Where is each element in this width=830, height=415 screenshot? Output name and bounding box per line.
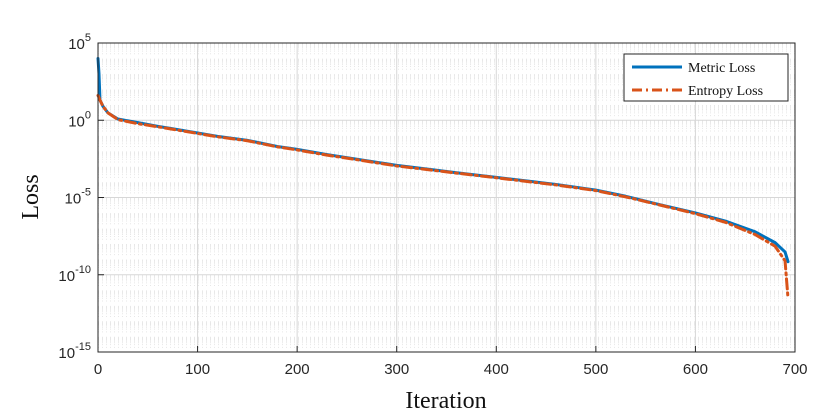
legend: Metric Loss Entropy Loss [623,53,789,102]
x-tick-label: 200 [285,361,310,378]
legend-box [623,53,789,102]
x-tick-label: 600 [683,361,708,378]
legend-label-entropy: Entropy Loss [688,84,763,99]
y-tick-label-base: 10 [58,268,75,285]
y-tick-label: 10-5 [65,187,91,208]
x-tick-label: 500 [583,361,608,378]
y-tick-label-exponent: 0 [85,109,91,121]
y-tick-label-base: 10 [58,345,75,362]
y-tick-label-base: 10 [65,191,82,208]
y-tick-label-base: 10 [68,113,85,130]
x-axis-label: Iteration [405,388,486,414]
y-tick-label-exponent: -10 [75,264,91,276]
y-axis-label: Loss [18,174,44,219]
y-tick-label-exponent: -5 [81,187,91,199]
x-tick-label: 400 [484,361,509,378]
entropy-loss-line [96,94,790,300]
ticks: 0 100 200 300 400 500 600 70010-1510-1010-51001… [58,32,807,378]
y-tick-label: 105 [68,32,91,53]
y-tick-label-exponent: -15 [75,341,91,353]
y-tick-label: 100 [68,109,91,130]
y-tick-label: 10-10 [58,264,91,285]
x-tick-label: 300 [384,361,409,378]
y-tick-label: 10-15 [58,341,91,362]
series-layer [96,56,790,300]
y-tick-label-base: 10 [68,36,85,53]
legend-label-metric: Metric Loss [688,61,755,76]
x-tick-label: 100 [185,361,210,378]
y-tick-label-exponent: 5 [85,32,91,44]
x-tick-label: 700 [782,361,807,378]
x-tick-label: 0 [94,361,102,378]
